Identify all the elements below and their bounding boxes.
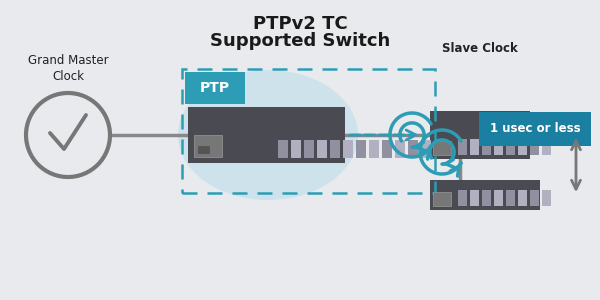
Text: Slave Clock: Slave Clock xyxy=(442,42,518,55)
Bar xyxy=(518,139,527,155)
Bar xyxy=(530,190,539,206)
Bar xyxy=(458,190,467,206)
Bar xyxy=(433,141,451,155)
Bar xyxy=(470,190,479,206)
Bar xyxy=(482,190,491,206)
Bar xyxy=(356,140,366,158)
Bar xyxy=(542,190,551,206)
Bar xyxy=(421,140,431,158)
Bar xyxy=(506,190,515,206)
Bar xyxy=(433,192,451,206)
Text: PTPv2 TC: PTPv2 TC xyxy=(253,15,347,33)
Bar xyxy=(330,140,340,158)
Bar xyxy=(198,146,210,154)
Bar xyxy=(278,140,288,158)
Bar xyxy=(470,139,479,155)
Bar xyxy=(291,140,301,158)
Bar xyxy=(458,139,467,155)
Bar xyxy=(430,111,530,159)
Bar xyxy=(395,140,405,158)
Bar xyxy=(188,107,345,163)
Text: 1 usec or less: 1 usec or less xyxy=(490,122,580,136)
Bar xyxy=(194,135,222,157)
FancyBboxPatch shape xyxy=(185,72,245,104)
Text: Grand Master
Clock: Grand Master Clock xyxy=(28,54,109,83)
Bar xyxy=(518,190,527,206)
Bar xyxy=(382,140,392,158)
Bar xyxy=(317,140,327,158)
Bar xyxy=(494,190,503,206)
Bar xyxy=(542,139,551,155)
FancyBboxPatch shape xyxy=(479,112,591,146)
Bar xyxy=(482,139,491,155)
Bar xyxy=(304,140,314,158)
Bar xyxy=(343,140,353,158)
Text: PTP: PTP xyxy=(200,81,230,95)
Bar xyxy=(530,139,539,155)
Bar xyxy=(369,140,379,158)
Bar xyxy=(408,140,418,158)
Bar xyxy=(494,139,503,155)
Text: Supported Switch: Supported Switch xyxy=(210,32,390,50)
Bar xyxy=(182,69,435,193)
Ellipse shape xyxy=(178,70,358,200)
Bar xyxy=(506,139,515,155)
Bar xyxy=(430,180,540,210)
